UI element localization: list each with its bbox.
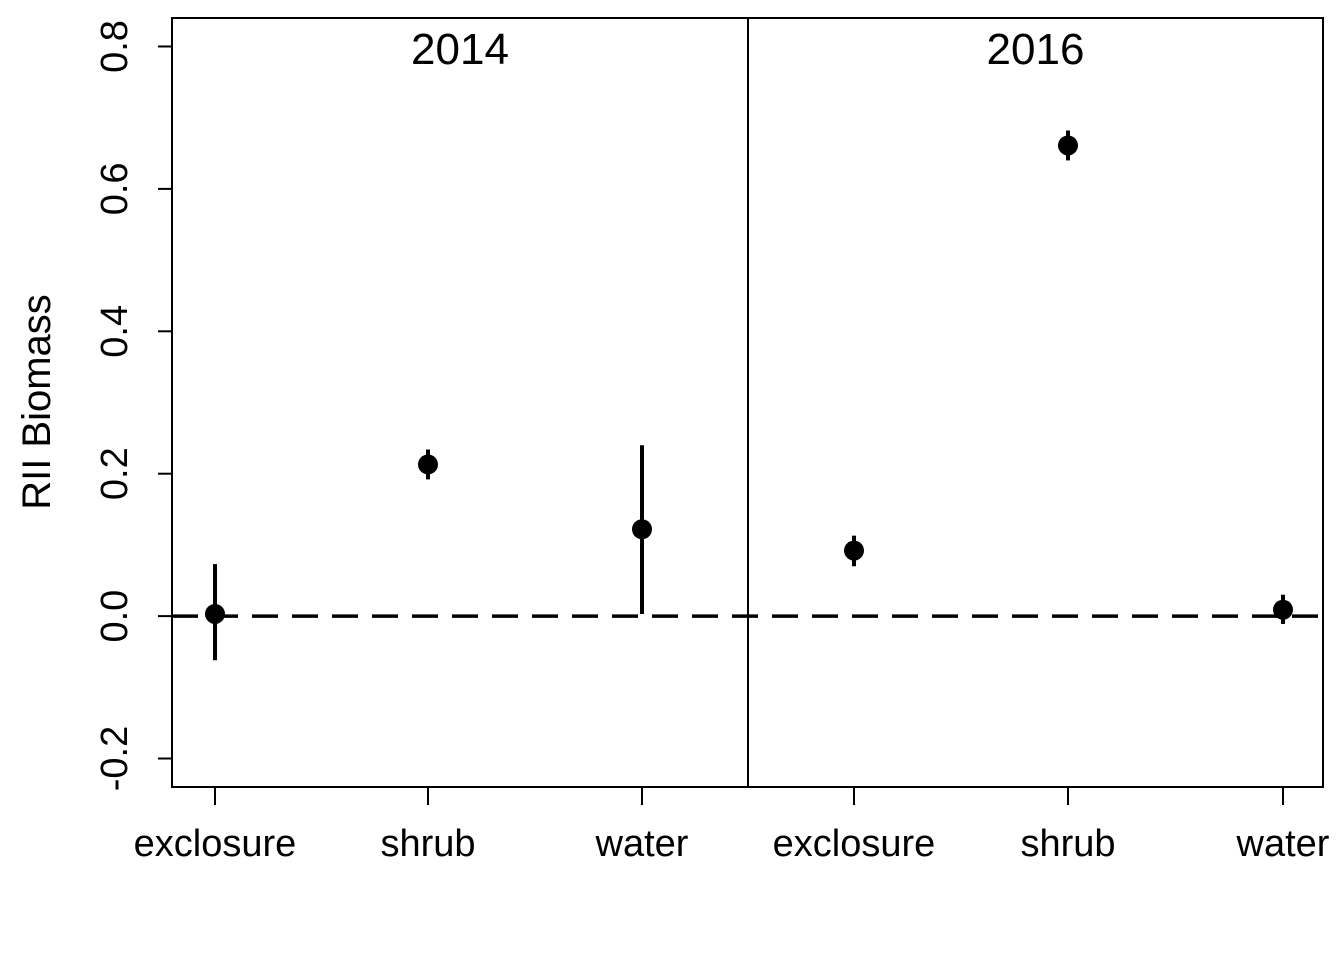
x-tick-label: exclosure bbox=[134, 823, 297, 865]
x-tick-label: water bbox=[1236, 823, 1330, 865]
x-tick-label: water bbox=[595, 823, 689, 865]
panel-title: 2014 bbox=[411, 25, 509, 74]
x-tick-label: shrub bbox=[1020, 823, 1115, 865]
y-axis: -0.2 0.0 0.2 0.4 0.6 0.8 bbox=[94, 20, 172, 791]
y-tick-label: 0.4 bbox=[94, 305, 136, 358]
data-point bbox=[1273, 599, 1293, 620]
x-tick-label: shrub bbox=[380, 823, 475, 865]
data-point bbox=[844, 540, 864, 561]
data-point bbox=[418, 454, 438, 475]
data-point bbox=[205, 603, 225, 624]
panel-title: 2016 bbox=[987, 25, 1085, 74]
panel-titles: 2014 2016 bbox=[411, 25, 1084, 74]
x-axis: exclosure shrub water exclosure shrub water bbox=[134, 787, 1330, 865]
data-marks bbox=[205, 130, 1293, 661]
plot-frame bbox=[171, 17, 1324, 788]
x-tick-label: exclosure bbox=[773, 823, 936, 865]
data-point bbox=[1058, 135, 1078, 156]
y-tick-label: -0.2 bbox=[94, 726, 136, 791]
y-tick-label: 0.6 bbox=[94, 162, 136, 215]
data-point bbox=[632, 519, 652, 540]
y-tick-label: 0.2 bbox=[94, 447, 136, 500]
y-tick-label: 0.8 bbox=[94, 20, 136, 73]
y-axis-label: RII Biomass bbox=[15, 294, 59, 510]
y-tick-label: 0.0 bbox=[94, 590, 136, 643]
